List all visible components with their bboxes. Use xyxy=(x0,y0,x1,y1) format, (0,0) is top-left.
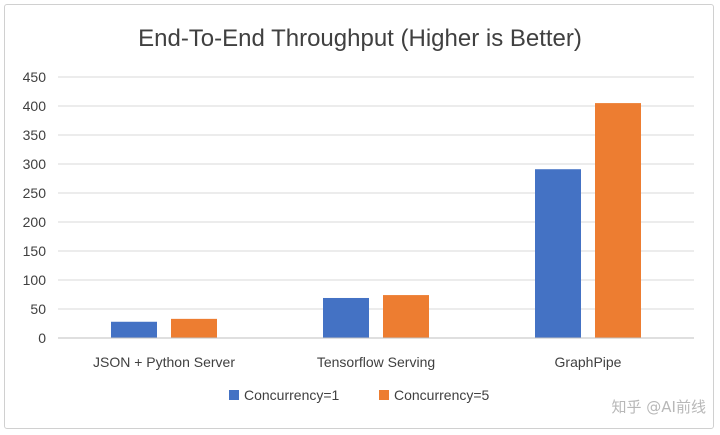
x-category-label: Tensorflow Serving xyxy=(317,354,435,370)
y-tick-label: 0 xyxy=(38,330,46,346)
legend-label: Concurrency=5 xyxy=(394,387,490,403)
watermark-text: 知乎 @AI前线 xyxy=(612,398,706,416)
legend: Concurrency=1 Concurrency=5 xyxy=(229,387,490,403)
y-tick-label: 450 xyxy=(23,69,47,85)
bar-1-3 xyxy=(535,169,581,338)
bar-1-1 xyxy=(111,321,157,338)
bar-1-2 xyxy=(323,297,369,338)
y-tick-label: 400 xyxy=(23,98,47,114)
bar-2-2 xyxy=(383,295,429,338)
y-tick-label: 200 xyxy=(23,214,47,230)
x-category-label: GraphPipe xyxy=(555,354,622,370)
x-category-label: JSON + Python Server xyxy=(93,354,235,370)
chart-frame xyxy=(4,4,714,429)
y-tick-label: 250 xyxy=(23,185,47,201)
bar-2-1 xyxy=(171,318,217,338)
y-tick-label: 100 xyxy=(23,272,47,288)
bar-2-3 xyxy=(595,103,641,338)
y-tick-label: 300 xyxy=(23,156,47,172)
legend-swatch xyxy=(379,390,389,400)
y-tick-label: 150 xyxy=(23,243,47,259)
legend-label: Concurrency=1 xyxy=(244,387,340,403)
chart-title: End-To-End Throughput (Higher is Better) xyxy=(138,25,582,52)
y-tick-label: 350 xyxy=(23,127,47,143)
axes: 0 50 100 150 200 250 300 350 400 450 JSON + Python… xyxy=(23,69,694,370)
legend-swatch xyxy=(229,390,239,400)
bars xyxy=(111,103,641,338)
y-tick-label: 50 xyxy=(30,301,46,317)
